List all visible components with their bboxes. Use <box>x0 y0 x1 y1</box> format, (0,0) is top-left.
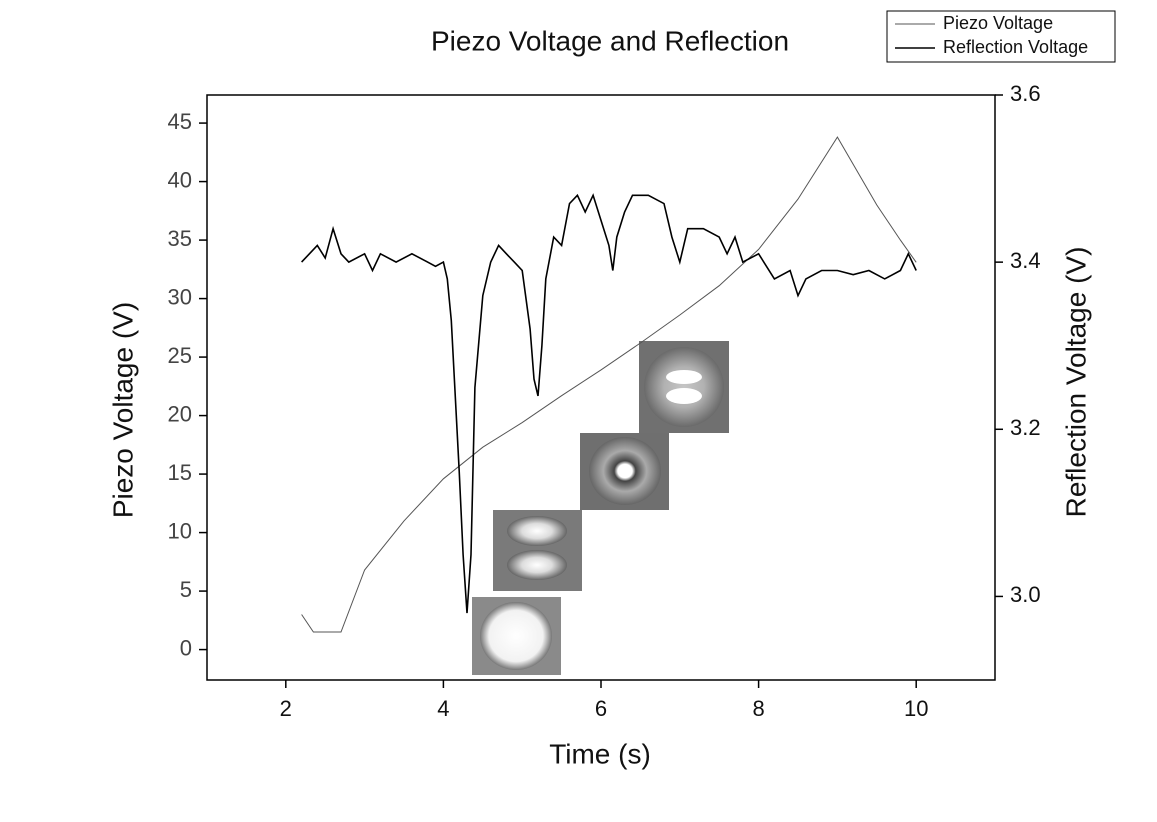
inset-images <box>472 341 729 675</box>
y-tick-label: 40 <box>168 167 192 192</box>
y-tick-label: 20 <box>168 401 192 426</box>
y2-axis-title: Reflection Voltage (V) <box>1060 247 1091 518</box>
x-tick-label: 10 <box>904 696 928 721</box>
y-tick-label: 45 <box>168 109 192 134</box>
x-tick-label: 8 <box>752 696 764 721</box>
y2-tick-label: 3.6 <box>1010 81 1041 106</box>
x-tick-label: 6 <box>595 696 607 721</box>
legend-label: Piezo Voltage <box>943 13 1053 33</box>
chart-title: Piezo Voltage and Reflection <box>431 25 789 56</box>
series-line <box>301 193 917 614</box>
y-axis-title: Piezo Voltage (V) <box>107 302 138 518</box>
x-tick-label: 4 <box>437 696 449 721</box>
legend-label: Reflection Voltage <box>943 37 1088 57</box>
plot-frame <box>206 94 996 681</box>
y-tick-label: 10 <box>168 518 192 543</box>
y2-tick-label: 3.2 <box>1010 415 1041 440</box>
y2-tick-label: 3.4 <box>1010 248 1041 273</box>
x-tick-label: 2 <box>280 696 292 721</box>
y-tick-label: 30 <box>168 284 192 309</box>
y-tick-label: 25 <box>168 343 192 368</box>
x-axis-title: Time (s) <box>549 738 651 769</box>
y-tick-label: 0 <box>180 635 192 660</box>
y-tick-label: 5 <box>180 577 192 602</box>
y-tick-label: 15 <box>168 460 192 485</box>
y-tick-label: 35 <box>168 226 192 251</box>
series-line <box>301 136 917 633</box>
y2-tick-label: 3.0 <box>1010 582 1041 607</box>
legend <box>886 10 1116 63</box>
